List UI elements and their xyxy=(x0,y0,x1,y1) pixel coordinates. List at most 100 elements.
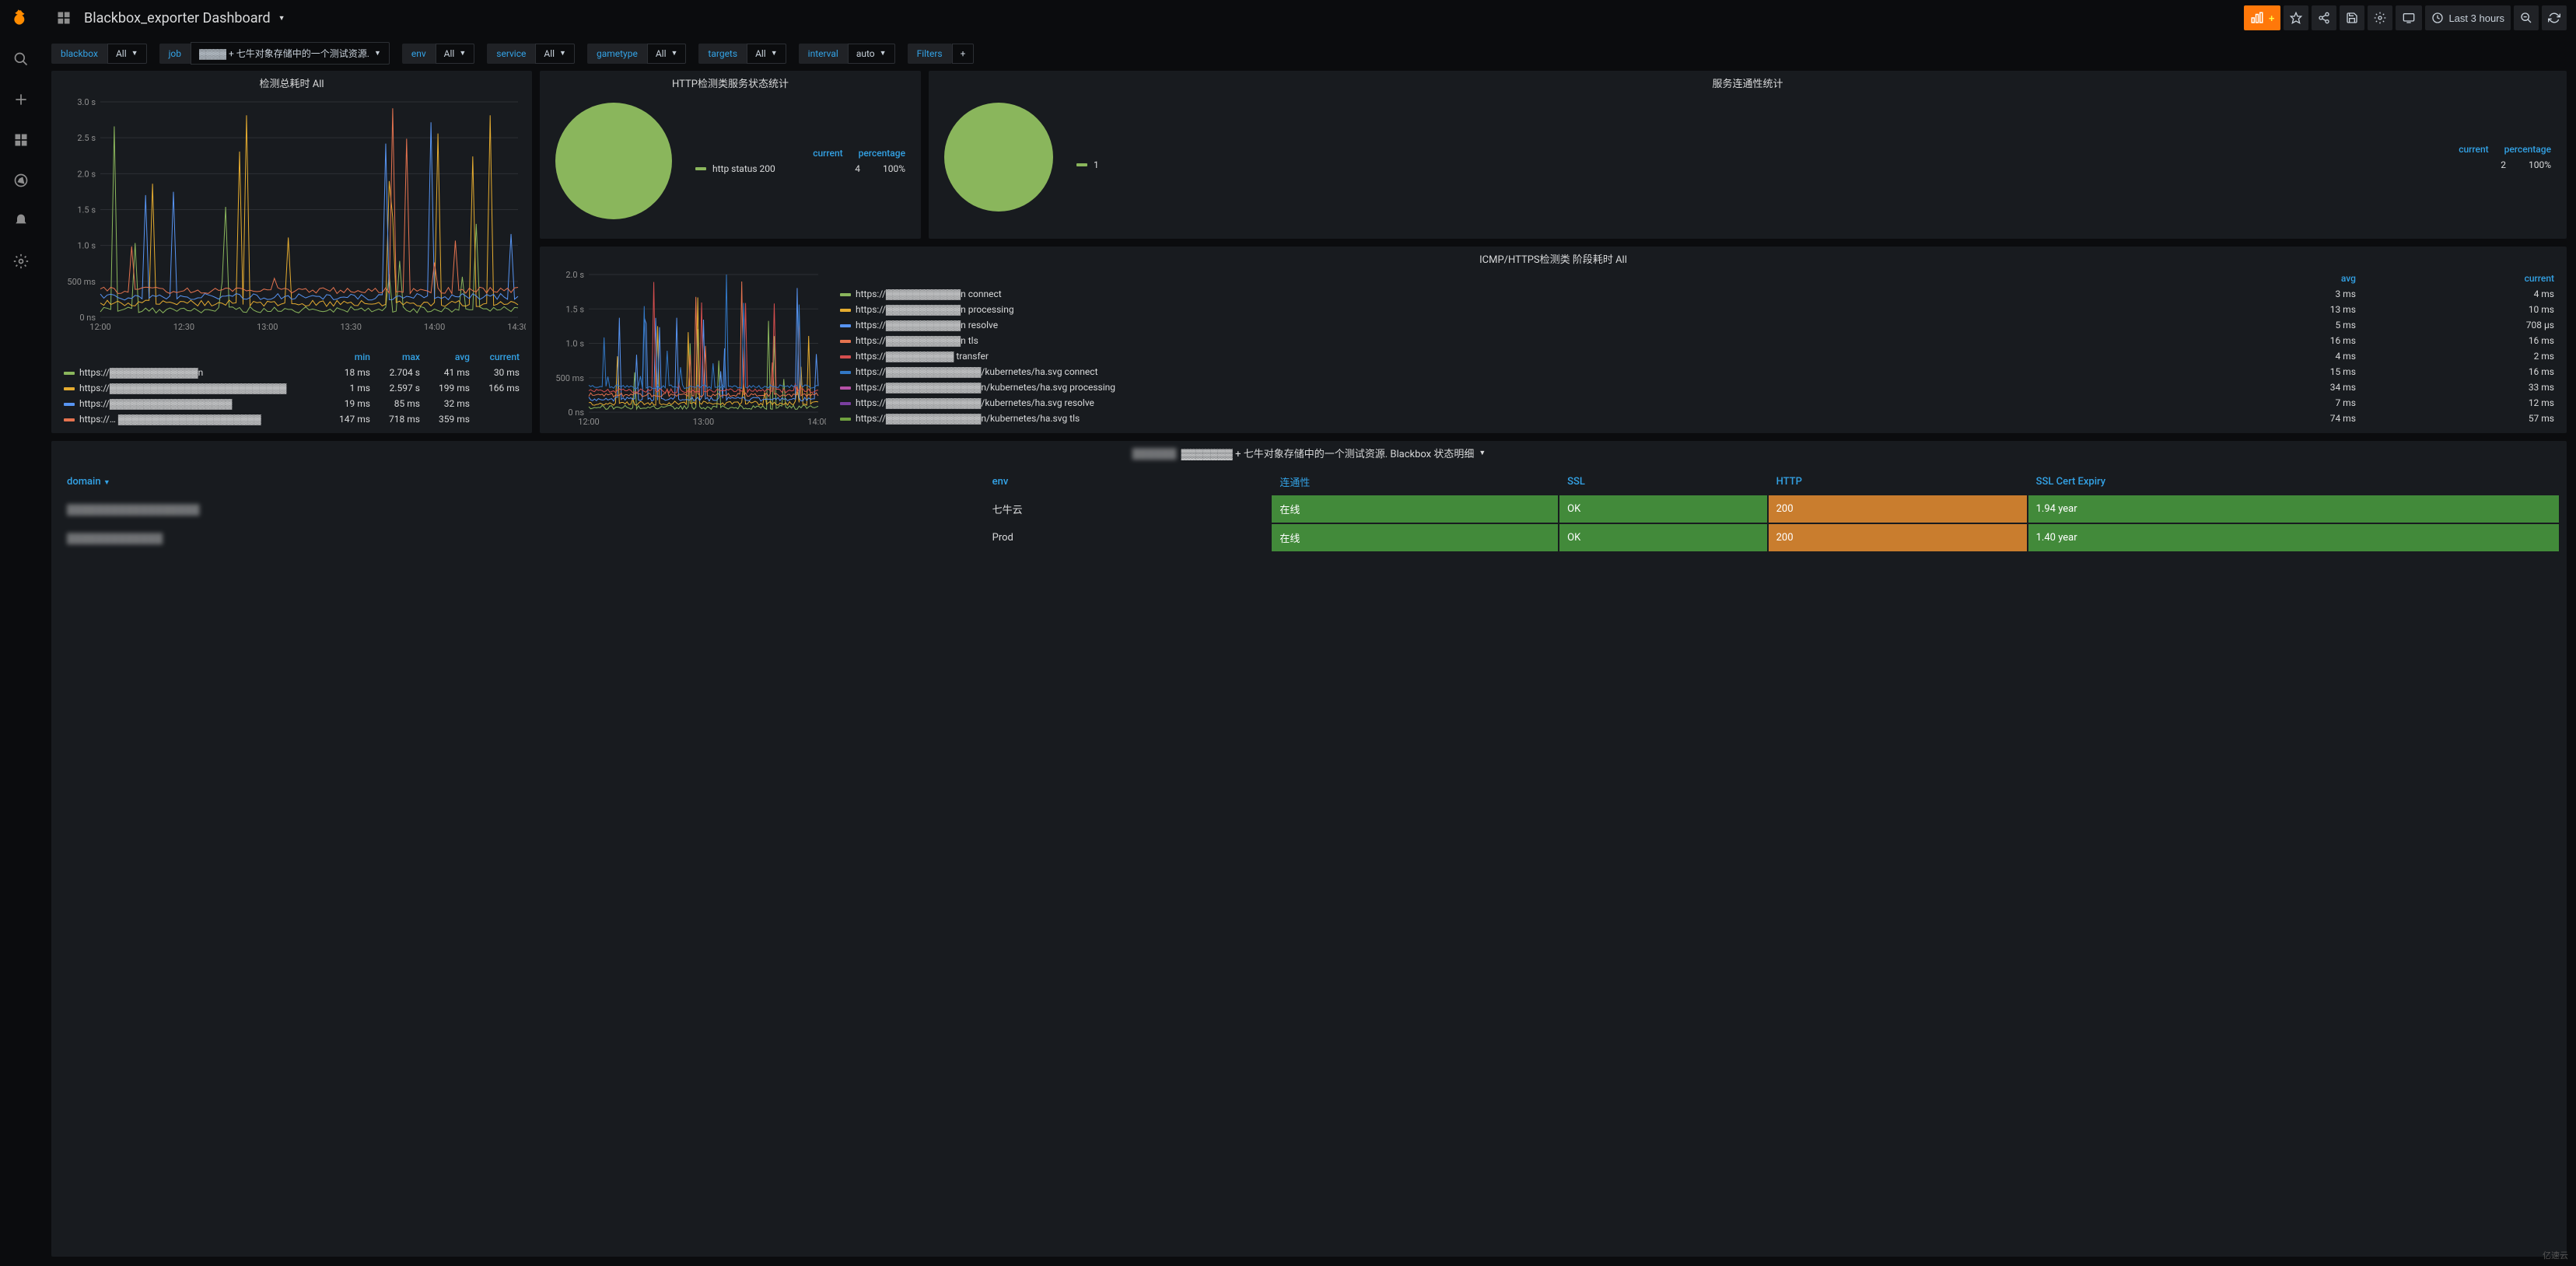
plus-icon[interactable] xyxy=(9,87,33,112)
legend-cell: 359 ms xyxy=(426,411,476,427)
legend-cell: 4 ms xyxy=(2362,286,2560,302)
table-row[interactable]: ▓▓▓▓▓▓▓▓▓▓▓▓▓▓▓▓▓▓ 七牛云 在线 OK 200 1.94 ye… xyxy=(59,495,2559,523)
legend-header[interactable]: avg xyxy=(426,349,476,365)
variable-interval[interactable]: intervalauto ▼ xyxy=(799,42,895,65)
pie-chart[interactable] xyxy=(555,103,672,219)
explore-icon[interactable] xyxy=(9,168,33,193)
time-range-button[interactable]: Last 3 hours xyxy=(2425,5,2511,30)
legend-row[interactable]: https://▓▓▓▓▓▓▓▓▓▓▓n tls16 ms16 ms xyxy=(834,333,2560,348)
table-header[interactable]: env xyxy=(985,470,1271,494)
variable-value[interactable]: All ▼ xyxy=(436,44,475,64)
legend-header[interactable]: max xyxy=(376,349,426,365)
grafana-logo-icon[interactable] xyxy=(9,6,33,31)
legend-row[interactable]: https://▓▓▓▓▓▓▓▓▓▓▓▓▓▓n/kubernetes/ha.sv… xyxy=(834,379,2560,395)
zoom-out-button[interactable] xyxy=(2514,5,2539,30)
table-header[interactable]: SSL Cert Expiry xyxy=(2028,470,2559,494)
legend-row[interactable]: https://▓▓▓▓▓▓▓▓▓▓ transfer4 ms2 ms xyxy=(834,348,2560,364)
config-icon[interactable] xyxy=(9,249,33,274)
variable-env[interactable]: envAll ▼ xyxy=(402,42,474,65)
sidebar xyxy=(0,0,42,1266)
svg-text:500 ms: 500 ms xyxy=(67,277,96,287)
panel-title: 检测总耗时 All xyxy=(51,71,532,95)
legend-header[interactable] xyxy=(58,349,327,365)
legend-row[interactable]: https://▓▓▓▓▓▓▓▓▓▓▓▓▓▓/kubernetes/ha.svg… xyxy=(834,364,2560,379)
expiry-cell: 1.40 year xyxy=(2028,524,2559,551)
svg-text:12:00: 12:00 xyxy=(89,322,110,331)
table-header[interactable]: domain ▼ xyxy=(59,470,983,494)
refresh-button[interactable] xyxy=(2542,5,2567,30)
svg-text:1.5 s: 1.5 s xyxy=(77,205,96,215)
timeseries-chart[interactable]: 0 ns500 ms1.0 s1.5 s2.0 s2.5 s3.0 s12:00… xyxy=(58,98,526,331)
panel-connectivity: 服务连通性统计 current percentage 1 2 100% xyxy=(929,71,2567,239)
legend-row[interactable]: https://▓▓▓▓▓▓▓▓▓▓▓▓▓n18 ms2.704 s41 ms3… xyxy=(58,365,526,380)
legend-row[interactable]: https://▓▓▓▓▓▓▓▓▓▓▓▓▓▓▓▓▓▓▓▓▓▓▓▓▓▓1 ms2.… xyxy=(58,380,526,396)
legend-row[interactable]: https://▓▓▓▓▓▓▓▓▓▓▓▓▓▓n/kubernetes/ha.sv… xyxy=(834,411,2560,426)
table-header[interactable]: HTTP xyxy=(1769,470,2027,494)
redacted-text: ▓▓▓▓▓▓ xyxy=(1132,447,1177,460)
table-row[interactable]: ▓▓▓▓▓▓▓▓▓▓▓▓▓ Prod 在线 OK 200 1.40 year xyxy=(59,524,2559,551)
panel-title: HTTP检测类服务状态统计 xyxy=(540,71,921,95)
legend-cell: 18 ms xyxy=(327,365,376,380)
star-button[interactable] xyxy=(2284,5,2308,30)
timeseries-chart[interactable]: 0 ns500 ms1.0 s1.5 s2.0 s12:0013:0014:00 xyxy=(546,271,826,426)
status-table: domain ▼env连通性SSLHTTPSSL Cert Expiry ▓▓▓… xyxy=(58,468,2560,553)
legend-header[interactable] xyxy=(834,271,2182,286)
legend-row[interactable]: https://▓▓▓▓▓▓▓▓▓▓▓n connect3 ms4 ms xyxy=(834,286,2560,302)
svg-text:12:30: 12:30 xyxy=(173,322,194,331)
chevron-down-icon[interactable]: ▼ xyxy=(1479,449,1486,457)
variable-value[interactable]: All ▼ xyxy=(107,44,147,64)
filters-label[interactable]: Filters xyxy=(908,44,952,64)
legend-row[interactable]: https://▓▓▓▓▓▓▓▓▓▓▓▓▓▓▓▓▓▓19 ms85 ms32 m… xyxy=(58,396,526,411)
legend-row[interactable]: https://▓▓▓▓▓▓▓▓▓▓▓n resolve5 ms708 µs xyxy=(834,317,2560,333)
pie-chart[interactable] xyxy=(944,103,1053,212)
legend-header[interactable]: avg xyxy=(2182,271,2362,286)
legend-table: avgcurrenthttps://▓▓▓▓▓▓▓▓▓▓▓n connect3 … xyxy=(834,271,2560,426)
table-header[interactable]: 连通性 xyxy=(1272,470,1558,494)
dashboards-icon[interactable] xyxy=(9,128,33,152)
legend-cell: 85 ms xyxy=(376,396,426,411)
variable-value[interactable]: All ▼ xyxy=(535,44,575,64)
legend-value: 2 xyxy=(2467,159,2506,170)
cycle-view-button[interactable] xyxy=(2396,5,2422,30)
variable-value[interactable]: ▓▓▓▓ + 七牛对象存储中的一个测试资源. ▼ xyxy=(191,42,390,65)
share-button[interactable] xyxy=(2312,5,2336,30)
dashboard-title[interactable]: Blackbox_exporter Dashboard xyxy=(84,10,271,26)
alerting-icon[interactable] xyxy=(9,208,33,233)
color-swatch xyxy=(64,403,75,406)
variable-value[interactable]: All ▼ xyxy=(647,44,687,64)
variable-value[interactable]: auto ▼ xyxy=(848,44,895,64)
legend-cell: 5 ms xyxy=(2182,317,2362,333)
add-panel-button[interactable]: + xyxy=(2244,5,2281,30)
legend-row[interactable]: https://▓▓▓▓▓▓▓▓▓▓▓▓▓▓/kubernetes/ha.svg… xyxy=(834,395,2560,411)
svg-text:1.0 s: 1.0 s xyxy=(565,339,584,349)
legend-row[interactable]: 1 2 100% xyxy=(1076,159,2551,170)
title-dropdown-icon[interactable]: ▼ xyxy=(278,14,285,23)
svg-text:500 ms: 500 ms xyxy=(555,373,584,383)
legend-row[interactable]: https://▓▓▓▓▓▓▓▓▓▓▓n processing13 ms10 m… xyxy=(834,302,2560,317)
add-filter-button[interactable]: + xyxy=(952,44,975,64)
legend-value: 100% xyxy=(866,163,905,174)
legend-cell: 15 ms xyxy=(2182,364,2362,379)
legend-header[interactable]: min xyxy=(327,349,376,365)
variable-service[interactable]: serviceAll ▼ xyxy=(487,42,575,65)
legend-row[interactable]: http status 200 4 100% xyxy=(695,163,905,174)
variable-blackbox[interactable]: blackboxAll ▼ xyxy=(51,42,147,65)
domain-cell: ▓▓▓▓▓▓▓▓▓▓▓▓▓ xyxy=(59,524,983,551)
variable-value[interactable]: All ▼ xyxy=(747,44,786,64)
save-button[interactable] xyxy=(2340,5,2364,30)
legend-header[interactable]: current xyxy=(2362,271,2560,286)
legend-header[interactable]: current xyxy=(476,349,526,365)
legend-row[interactable]: https://… ▓▓▓▓▓▓▓▓▓▓▓▓▓▓▓▓▓▓▓▓▓147 ms718… xyxy=(58,411,526,427)
settings-button[interactable] xyxy=(2368,5,2392,30)
table-header[interactable]: SSL xyxy=(1559,470,1766,494)
search-icon[interactable] xyxy=(9,47,33,72)
dashboard-nav-icon[interactable] xyxy=(51,5,76,30)
time-range-label: Last 3 hours xyxy=(2448,12,2504,24)
legend-cell: 34 ms xyxy=(2182,379,2362,395)
color-swatch xyxy=(840,386,851,390)
variable-job[interactable]: job▓▓▓▓ + 七牛对象存储中的一个测试资源. ▼ xyxy=(159,42,390,65)
variable-gametype[interactable]: gametypeAll ▼ xyxy=(587,42,686,65)
panel-status-detail: ▓▓▓▓▓▓ ▓▓▓▓▓▓▓ + 七牛对象存储中的一个测试资源. Blackbo… xyxy=(51,441,2567,1257)
variable-targets[interactable]: targetsAll ▼ xyxy=(698,42,786,65)
legend-cell: 708 µs xyxy=(2362,317,2560,333)
